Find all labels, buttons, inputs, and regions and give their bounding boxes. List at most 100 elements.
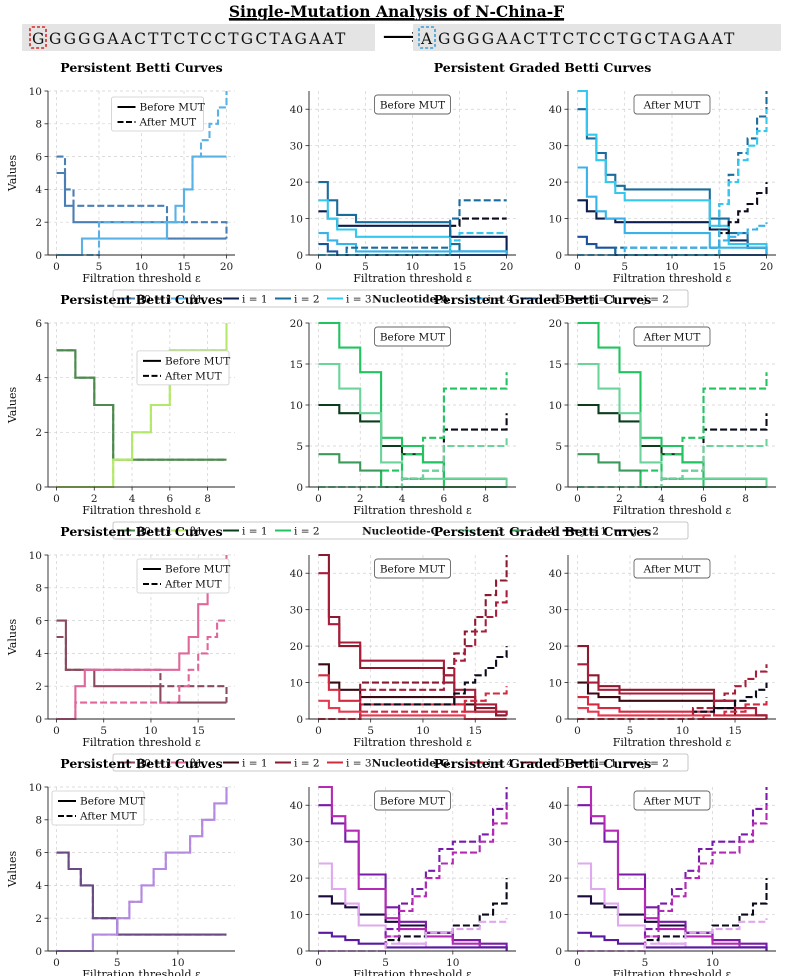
y-tick-label: 2 — [35, 913, 42, 925]
x-tick-label: 5 — [382, 957, 389, 969]
y-tick-label: 20 — [290, 177, 303, 189]
series-line--0-1-after — [56, 155, 228, 239]
series-line--1-after — [56, 91, 228, 257]
y-tick-label: 40 — [290, 568, 303, 580]
y-tick-label: 10 — [29, 550, 42, 562]
x-tick-label: 15 — [728, 725, 741, 737]
series-line-i-3 — [577, 89, 768, 255]
y-tick-label: 20 — [290, 873, 303, 885]
series-line-i-4 — [318, 453, 507, 489]
x-tick-label: 5 — [642, 957, 649, 969]
x-tick-label: 10 — [706, 957, 719, 969]
x-tick-label: 5 — [114, 957, 121, 969]
row-legend-entry: i = 5 — [540, 757, 566, 769]
x-tick-label: 0 — [315, 725, 322, 737]
legend-after-label: After MUT — [164, 370, 222, 382]
y-tick-label: 0 — [555, 482, 562, 494]
x-axis-label: Filtration threshold ε — [613, 504, 732, 517]
row-legend-entry: i = 1 — [242, 293, 268, 305]
graded-panel-title: Persistent Graded Betti Curves — [434, 60, 652, 75]
series-line-j-2-i-4- — [577, 918, 768, 953]
series-line-j-1 — [318, 413, 508, 489]
panel-tag-label: After MUT — [643, 564, 701, 576]
y-tick-label: 15 — [290, 359, 303, 371]
graded-panel-title: Persistent Graded Betti Curves — [434, 756, 652, 771]
panel-tag-label: Before MUT — [380, 796, 445, 808]
x-tick-label: 10 — [416, 725, 429, 737]
x-tick-label: 0 — [53, 261, 60, 273]
series-line-i-5 — [577, 931, 768, 951]
series-line-j-2-i-3- — [318, 805, 508, 953]
panel-tag-label: Before MUT — [380, 332, 445, 344]
y-tick-label: 0 — [555, 714, 562, 726]
row-legend-entry: j = 1 — [590, 757, 617, 769]
y-tick-label: 0 — [296, 946, 303, 958]
panel-tag-frame — [633, 94, 711, 115]
series-line-i-5 — [577, 663, 768, 719]
y-tick-label: 6 — [35, 318, 42, 330]
series-line-j-2-i-5- — [318, 587, 508, 721]
row-legend-entry: j = 2 — [632, 525, 659, 537]
series-line--0-1-after — [56, 349, 227, 461]
y-tick-label: 30 — [549, 836, 562, 848]
row-legend-title: Nucleotide-C — [362, 525, 439, 537]
y-tick-label: 10 — [29, 86, 42, 98]
y-tick-label: 0 — [555, 946, 562, 958]
x-axis-label: Filtration threshold ε — [613, 968, 732, 976]
y-tick-label: 4 — [35, 372, 42, 384]
betti-legend: Before MUT After MUT — [136, 350, 230, 386]
series-line-j-2-i-3- — [318, 437, 508, 489]
series-line-j-2-i-4- — [318, 918, 508, 953]
x-tick-label: 0 — [574, 261, 581, 273]
row-legend-c: β0 − 1 β1 i = 1 i = 2 i = 3 i = 4 j = 1 j = 2 Nu… — [112, 521, 689, 540]
sequence-before-rest: GGGGAACTTCTCCTGCTAGAAT — [49, 30, 348, 48]
x-axis-label: Filtration threshold ε — [353, 272, 472, 285]
x-axis-label: Filtration threshold ε — [613, 736, 732, 749]
series-line-i-5 — [318, 572, 508, 716]
y-tick-label: 10 — [549, 909, 562, 921]
sequence-after-box — [413, 24, 781, 51]
series-line-j-2 — [318, 372, 508, 489]
legend-before-label: Before MUT — [165, 355, 230, 367]
y-tick-label: 15 — [549, 359, 562, 371]
y-tick-label: 2 — [35, 681, 42, 693]
y-tick-label: 10 — [549, 213, 562, 225]
x-tick-label: 20 — [500, 261, 513, 273]
y-tick-label: 10 — [549, 677, 562, 689]
series-line-i-2 — [318, 553, 507, 717]
series-line-j-2-i-3- — [577, 805, 768, 953]
series-line-j-2-i-4- — [577, 222, 768, 257]
graded-axes-g-before: 0 5 10 15 0 10 20 30 40 Filtration threshold ε Bef… — [290, 553, 516, 749]
x-tick-label: 4 — [658, 493, 665, 505]
panel-tag-label: After MUT — [643, 100, 701, 112]
series-line-i-2 — [318, 321, 507, 489]
sequence-before-box — [22, 24, 375, 51]
betti-legend: Before MUT After MUT — [111, 96, 205, 132]
y-tick-label: 2 — [35, 217, 42, 229]
series-line-i-4 — [318, 699, 507, 721]
panel-tag-frame — [633, 790, 711, 811]
x-tick-label: 15 — [713, 261, 726, 273]
row-legend-frame — [112, 753, 689, 772]
panel-tag-label: After MUT — [643, 796, 701, 808]
series-line-j-2-i-3- — [577, 697, 768, 721]
row-legend-a: β0 − 1 β1 i = 1 i = 2 i = 3 i = 4 i = 5 j = 1 j … — [112, 289, 689, 308]
y-tick-label: 30 — [549, 604, 562, 616]
series-line-j-2 — [318, 199, 507, 257]
x-tick-label: 15 — [177, 261, 190, 273]
panel-tag-label: Before MUT — [380, 100, 445, 112]
y-tick-label: 0 — [35, 946, 42, 958]
panels-container: Persistent Betti Curves Persistent Graded… — [6, 60, 776, 976]
y-tick-label: 10 — [290, 909, 303, 921]
x-axis-label: Filtration threshold ε — [82, 736, 201, 749]
x-tick-label: 2 — [357, 493, 364, 505]
row-legend-entry: j = 2 — [642, 757, 669, 769]
series-line-i-5 — [318, 931, 508, 951]
x-axis-label: Filtration threshold ε — [82, 504, 201, 517]
y-tick-label: 20 — [290, 318, 303, 330]
y-tick-label: 6 — [35, 151, 42, 163]
x-tick-label: 4 — [129, 493, 136, 505]
series-line-i-4 — [318, 862, 508, 951]
